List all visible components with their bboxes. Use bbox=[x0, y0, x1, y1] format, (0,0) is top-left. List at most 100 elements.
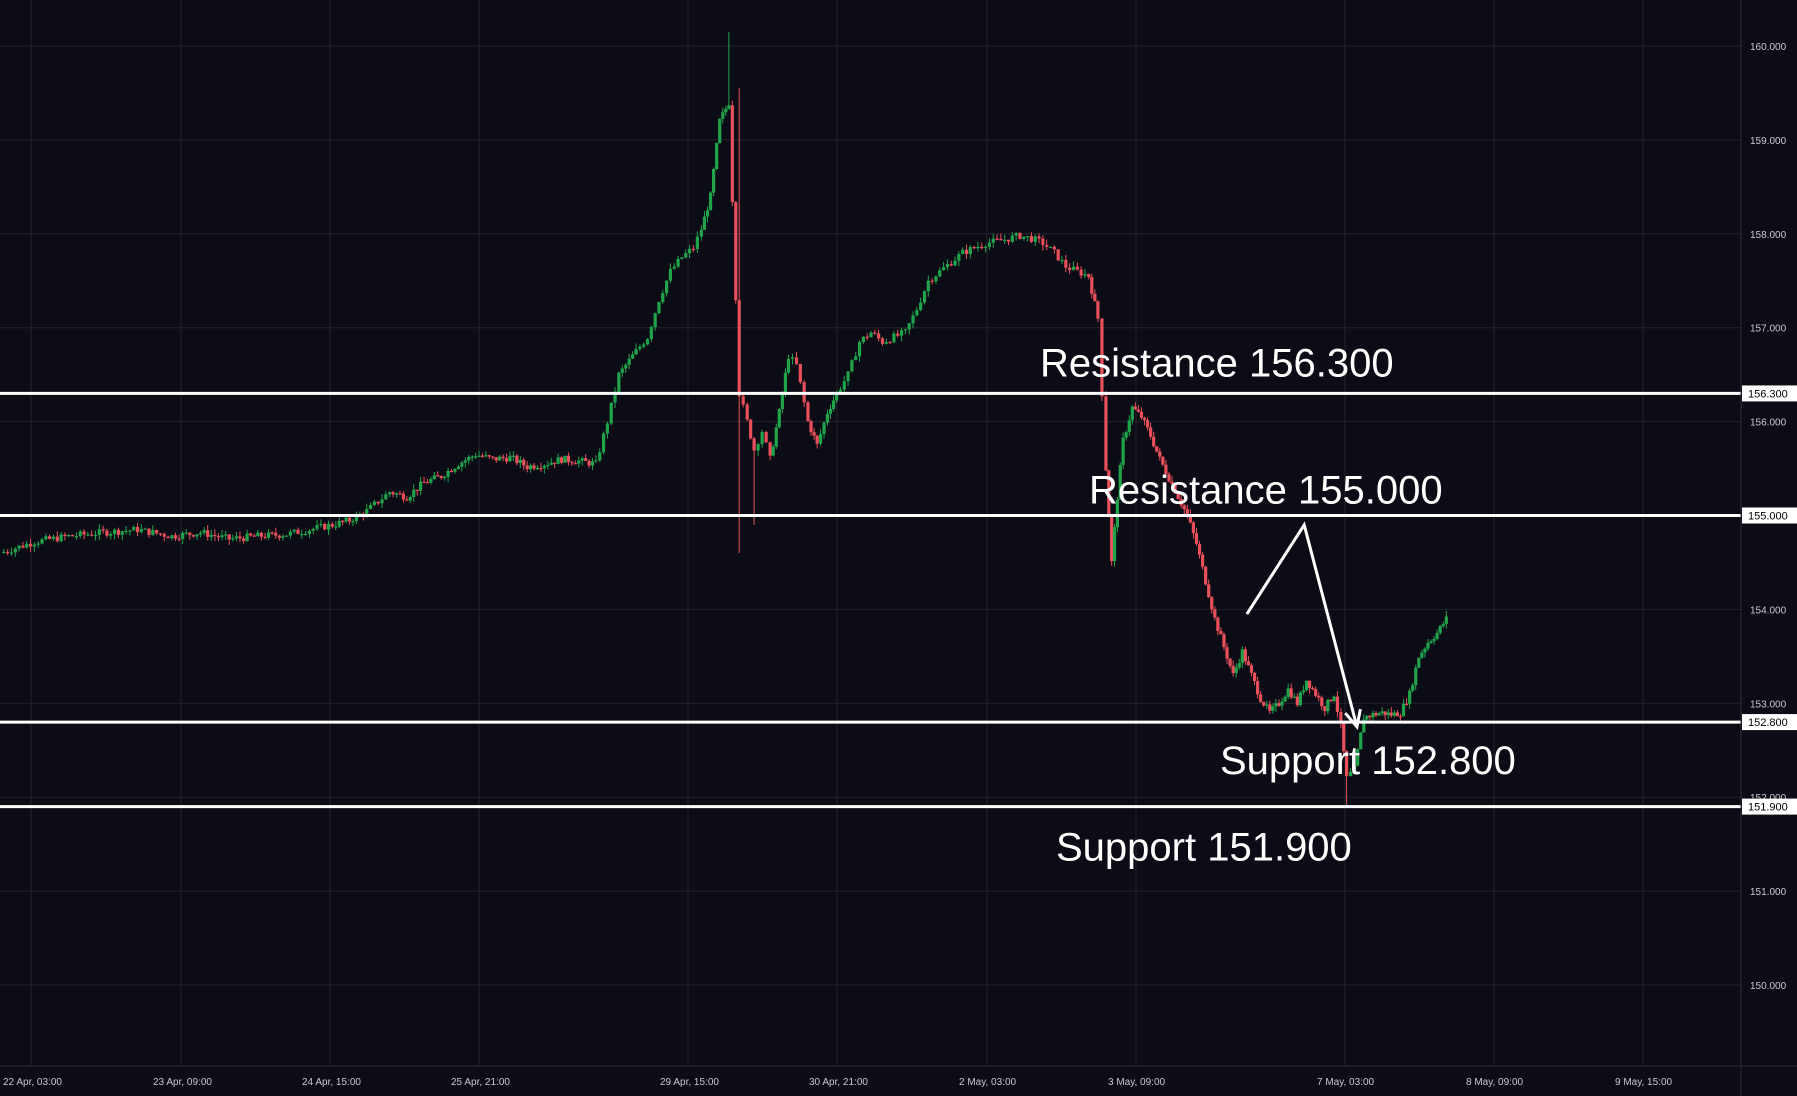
y-tick-label: 151.000 bbox=[1750, 887, 1787, 898]
x-tick-label: 8 May, 09:00 bbox=[1466, 1077, 1524, 1088]
candle-body bbox=[1298, 692, 1302, 706]
price-tag-label: 155.000 bbox=[1748, 511, 1788, 523]
candle-body bbox=[953, 260, 957, 266]
candle-body bbox=[86, 534, 90, 536]
candle-body bbox=[443, 476, 447, 479]
candle-body bbox=[498, 456, 502, 461]
x-tick-label: 2 May, 03:00 bbox=[959, 1077, 1017, 1088]
candle-body bbox=[938, 270, 942, 277]
candle-body bbox=[55, 536, 59, 542]
candle-body bbox=[1392, 712, 1396, 716]
candle-body bbox=[1417, 657, 1421, 668]
candle-body bbox=[695, 236, 699, 249]
candle-body bbox=[1292, 696, 1296, 698]
candle-body bbox=[737, 300, 741, 397]
candle-body bbox=[987, 242, 992, 247]
candle-body bbox=[535, 468, 540, 470]
price-tag-label: 156.300 bbox=[1748, 388, 1788, 400]
candle-body bbox=[818, 434, 823, 444]
candle-body bbox=[1246, 661, 1251, 666]
candle-body bbox=[344, 517, 348, 522]
candle-body bbox=[195, 534, 199, 537]
candle-body bbox=[1110, 517, 1114, 562]
candle-body bbox=[432, 475, 436, 480]
candle-body bbox=[525, 465, 529, 470]
candle-body bbox=[1096, 301, 1100, 319]
candle-body bbox=[1018, 233, 1022, 239]
candle-body bbox=[631, 354, 635, 359]
candle-body bbox=[708, 192, 713, 211]
candle-body bbox=[284, 535, 289, 537]
candle-body bbox=[1014, 233, 1018, 236]
candle-body bbox=[143, 528, 147, 530]
candle-body bbox=[220, 535, 224, 538]
candle-body bbox=[1037, 236, 1041, 239]
candle-body bbox=[638, 346, 642, 350]
candle-body bbox=[734, 202, 738, 301]
candle-body bbox=[1304, 680, 1309, 691]
candle-body bbox=[1026, 236, 1030, 238]
candle-body bbox=[202, 530, 206, 533]
candle-body bbox=[1237, 663, 1241, 668]
price-axis[interactable]: 150.000151.000152.000153.000154.000155.0… bbox=[1740, 0, 1797, 1096]
candle-body bbox=[477, 455, 481, 457]
candle-body bbox=[467, 456, 471, 461]
candle-body bbox=[1349, 771, 1353, 777]
candle-body bbox=[972, 247, 976, 249]
candle-body bbox=[408, 496, 412, 501]
candle-body bbox=[436, 475, 440, 477]
candle-body bbox=[930, 280, 934, 282]
candle-body bbox=[601, 433, 606, 453]
candle-body bbox=[1411, 685, 1415, 691]
candle-body bbox=[672, 266, 676, 269]
candle-body bbox=[292, 529, 296, 532]
candle-body bbox=[553, 462, 557, 464]
candle-body bbox=[1353, 765, 1357, 772]
candle-body bbox=[861, 336, 865, 343]
candle-body bbox=[9, 552, 14, 554]
candle-body bbox=[139, 529, 143, 533]
candle-body bbox=[259, 532, 264, 537]
candle-body bbox=[256, 532, 260, 537]
candle-body bbox=[422, 481, 426, 483]
candle-body bbox=[587, 460, 591, 466]
candle-body bbox=[1435, 632, 1439, 639]
candle-body bbox=[983, 246, 988, 249]
candle-body bbox=[405, 499, 409, 501]
candle-body bbox=[1389, 712, 1393, 716]
candle-body bbox=[1401, 703, 1406, 717]
candle-body bbox=[991, 238, 995, 243]
candle-body bbox=[124, 530, 128, 533]
candle-body bbox=[1265, 704, 1269, 706]
candle-body bbox=[661, 293, 665, 302]
candle-body bbox=[446, 470, 450, 477]
candle-body bbox=[252, 535, 256, 537]
candle-body bbox=[453, 468, 457, 472]
candle-body bbox=[798, 363, 802, 383]
candle-body bbox=[1408, 690, 1412, 704]
candle-body bbox=[1332, 696, 1336, 701]
candle-body bbox=[491, 456, 495, 458]
candle-body bbox=[213, 534, 217, 537]
candle-body bbox=[884, 342, 888, 344]
candle-body bbox=[1323, 706, 1327, 712]
candle-body bbox=[815, 435, 819, 444]
candle-body bbox=[1283, 696, 1287, 702]
candle-body bbox=[712, 169, 716, 193]
candle-body bbox=[546, 464, 550, 467]
candle-body bbox=[181, 532, 185, 539]
candle-body bbox=[394, 493, 399, 495]
time-axis[interactable]: 22 Apr, 03:00 23 Apr, 09:00 24 Apr, 15:00 2… bbox=[0, 1065, 1797, 1088]
candle-body bbox=[376, 501, 380, 504]
candle-body bbox=[162, 534, 166, 537]
candle-body bbox=[649, 327, 653, 340]
candle-body bbox=[341, 520, 345, 523]
candle-body bbox=[1365, 715, 1369, 720]
candle-body bbox=[372, 501, 376, 505]
candle-body bbox=[1429, 641, 1433, 643]
candle-body bbox=[926, 280, 930, 292]
candle-body bbox=[563, 455, 567, 463]
candle-body bbox=[1345, 751, 1349, 777]
candle-body bbox=[380, 499, 384, 504]
candle-body bbox=[1133, 406, 1137, 410]
